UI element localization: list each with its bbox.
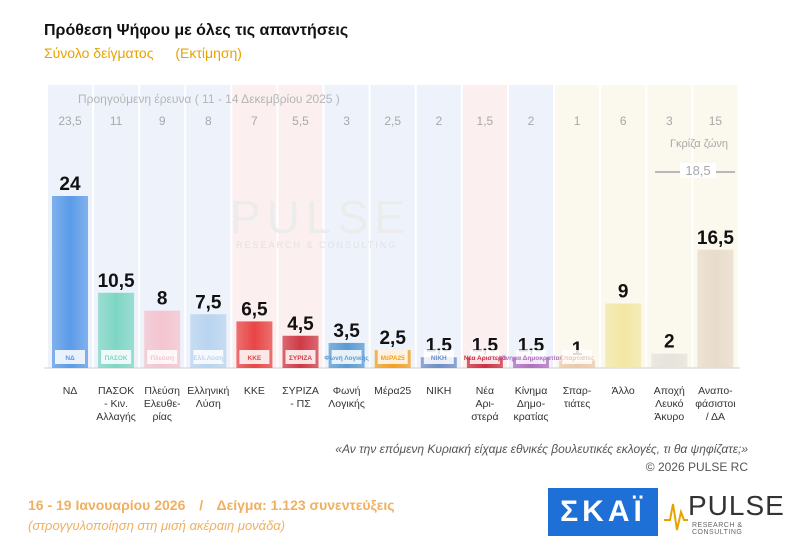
category-label: Πλεύση Ελευθε-ρίας: [143, 385, 181, 423]
footer-sample: Δείγμα: 1.123 συνεντεύξεις: [216, 497, 395, 513]
category-label: Φωνή Λογικής: [328, 385, 365, 410]
category-label: ΚΚΕ: [243, 385, 265, 397]
party-logo-box: [101, 350, 132, 364]
previous-value: 2: [527, 114, 535, 128]
bar: [697, 249, 734, 368]
party-logo-icon: Κίνημα Δημοκρατίας: [499, 355, 564, 362]
grey-zone-label: Γκρίζα ζώνη: [669, 138, 729, 150]
chart-subtitle: Σύνολο δείγματος (Εκτίμηση): [44, 45, 260, 61]
party-logo-icon: Νέα Αριστερά: [464, 355, 506, 362]
party-logo-icon: ΠΑΣΟΚ: [105, 355, 128, 362]
party-logo-box: [423, 350, 454, 364]
copyright: © 2026 PULSE RC: [645, 460, 748, 474]
party-logo-icon: ΝΔ: [65, 355, 75, 362]
footer-dates: 16 - 19 Ιανουαρίου 2026: [28, 497, 186, 513]
subtitle-sample: Σύνολο δείγματος: [44, 45, 154, 61]
party-logo-box: [331, 350, 362, 364]
bar-value-label: 2,5: [379, 328, 406, 349]
bar: [559, 360, 596, 368]
bar-value-label: 9: [618, 282, 629, 303]
party-logo-box: [516, 350, 546, 364]
grey-zone-value: 18,5: [680, 163, 716, 178]
previous-value: 8: [204, 114, 212, 128]
previous-value: 3: [343, 114, 350, 128]
previous-value: 2: [435, 114, 443, 128]
party-logo-box: [239, 350, 270, 364]
category-label: ΠΑΣΟΚ - Κιν. Αλλαγής: [96, 385, 136, 423]
party-logo-box: [193, 350, 224, 364]
subtitle-estimate: (Εκτίμηση): [175, 45, 242, 61]
pulse-watermark-sub: RESEARCH & CONSULTING: [236, 240, 398, 250]
party-logo-icon: Πλεύση: [150, 354, 174, 362]
previous-value: 15: [708, 114, 723, 128]
bar-value-label: 7,5: [195, 292, 222, 313]
bar-value-label: 10,5: [98, 271, 135, 292]
previous-value: 5,5: [292, 114, 309, 128]
previous-value: 6: [619, 114, 627, 128]
category-label: Άλλο: [611, 385, 635, 397]
pulse-wave-icon: [664, 503, 688, 531]
previous-value: 11: [109, 114, 123, 128]
previous-value: 2,5: [384, 114, 402, 128]
category-label: Αναπο-φάσιστοι / ΔΑ: [695, 385, 736, 423]
bar-value-label: 1: [572, 339, 583, 360]
bar-value-label: 24: [59, 174, 81, 195]
pulse-logo-sub: RESEARCH & CONSULTING: [692, 522, 743, 536]
party-logo-box: [562, 350, 593, 364]
previous-value: 7: [251, 114, 258, 128]
previous-value: 9: [158, 114, 166, 128]
pulse-watermark: PULSE: [230, 191, 411, 243]
previous-value: 1,5: [476, 114, 494, 128]
party-logo-icon: Σπαρτιάτες: [560, 355, 595, 362]
bar-value-label: 6,5: [241, 299, 268, 320]
party-logo-box: [147, 350, 178, 364]
skai-logo: ΣΚΑΪ: [548, 488, 658, 536]
party-logo-icon: ΝΙΚΗ: [431, 355, 447, 362]
bar: [605, 303, 642, 368]
party-logo-box: [377, 350, 408, 364]
pulse-logo-word: PULSE: [688, 490, 785, 521]
category-label: ΝΙΚΗ: [426, 385, 452, 397]
bar: [651, 353, 688, 368]
category-label: Νέα Αρι-στερά: [471, 385, 499, 423]
party-logo-icon: ΣΥΡΙΖΑ: [289, 355, 312, 362]
bar-value-label: 4,5: [287, 314, 314, 335]
category-label: Σπαρ-τιάτες: [562, 385, 592, 410]
bar-value-label: 3,5: [333, 321, 360, 342]
previous-survey-values: 23,5 11 9 8 7 5,5 3 2,5 2 1,5 2 1 6 3 15: [0, 114, 788, 130]
chart-title: Πρόθεση Ψήφου με όλες τις απαντήσεις: [44, 22, 349, 39]
category-label: Ελληνική Λύση: [187, 385, 230, 410]
category-label: Μέρα25: [374, 385, 412, 397]
footer-fieldwork: 16 - 19 Ιανουαρίου 2026 / Δείγμα: 1.123 …: [28, 497, 405, 513]
pulse-logo: PULSE RESEARCH & CONSULTING: [664, 490, 785, 536]
party-logo-icon: ΚΚΕ: [248, 355, 262, 362]
footer-separator: /: [199, 497, 204, 513]
party-logo-box: [55, 350, 85, 364]
bar-value-label: 16,5: [697, 228, 734, 249]
bar-value-label: 2: [664, 332, 675, 353]
footer-rounding-note: (στρογγυλοποίηση στη μισή ακέραιη μονάδα…: [28, 518, 286, 533]
previous-value: 1: [573, 114, 581, 128]
survey-question: «Αν την επόμενη Κυριακή είχαμε εθνικές β…: [335, 442, 748, 456]
previous-survey-label: Προηγούμενη έρευνα ( 11 - 14 Δεκεμβρίου …: [78, 92, 340, 106]
category-label: ΣΥΡΙΖΑ - ΠΣ: [282, 385, 319, 410]
party-logo-icon: ΜέΡΑ25: [381, 355, 406, 362]
bar-value-label: 8: [157, 289, 168, 310]
party-logo-icon: Φωνή Λογικής: [324, 355, 369, 362]
party-logo-box: [285, 350, 316, 364]
category-label: ΝΔ: [62, 385, 78, 397]
previous-value: 3: [665, 114, 673, 128]
party-logo-icon: Ελλ.Λύση: [193, 354, 223, 362]
previous-value: 23,5: [58, 114, 82, 128]
category-label: Κίνημα Δημο-κρατίας: [513, 385, 549, 423]
party-logo-box: [469, 350, 500, 364]
bar: [52, 196, 88, 368]
category-label: Αποχή Λευκό Άκυρο: [653, 385, 685, 423]
